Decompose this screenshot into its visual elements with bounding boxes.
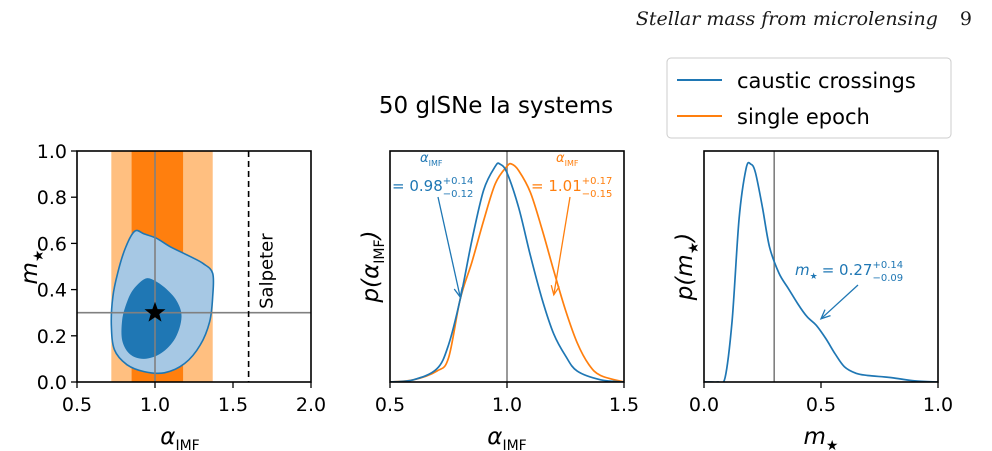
panel-c-arrow-shaft xyxy=(820,284,859,320)
figure-title: 50 glSNe Ia systems xyxy=(379,93,613,119)
panel-c-xlabel: m★ xyxy=(804,424,839,451)
panel-b-annot-caustic-symbol: αIMF xyxy=(420,151,443,168)
panel-c-annot-value-minus: −0.09 xyxy=(872,273,903,284)
panel-a-xtick-label-0: 0.5 xyxy=(62,394,92,416)
panel-c-plot-area xyxy=(704,151,938,382)
panel-b-annot-caustic-value-minus: −0.12 xyxy=(443,189,474,200)
panel-b-line-single-epoch xyxy=(390,162,624,382)
panel-b-annot-caustic-value-plus: +0.14 xyxy=(443,176,474,187)
panel-c-xtick-label-2: 1.0 xyxy=(923,394,953,416)
panel-b-annot-single-value-plus: +0.17 xyxy=(582,176,613,187)
panel-joint-posterior: Salpeter 0.5 1.0 1.5 2.0 0.0 0.2 0.4 0.6 0.8 1.0 αI… xyxy=(17,141,326,451)
legend: caustic crossings single epoch xyxy=(666,57,952,139)
panel-a-xtick-label-2: 1.5 xyxy=(218,394,248,416)
panel-a-ytick-label-0: 0.0 xyxy=(37,372,67,394)
panel-b-line-caustic-crossings xyxy=(390,162,624,382)
panel-c-ylabel: p(m★) xyxy=(672,233,702,302)
panel-b-arrow-single-head xyxy=(550,284,560,297)
panel-b-arrow-single-shaft xyxy=(553,196,571,295)
running-head: Stellar mass from microlensing 9 xyxy=(636,8,972,30)
panel-a-ytick-label-1: 0.2 xyxy=(37,326,67,348)
panel-a-plot-area xyxy=(77,151,311,382)
panel-c-xtick-label-1: 0.5 xyxy=(806,394,836,416)
panel-a-ytick-label-2: 0.4 xyxy=(37,280,67,302)
panel-b-xtick-label-1: 1.0 xyxy=(492,394,522,416)
panel-b-xtick-label-2: 1.5 xyxy=(609,394,639,416)
panel-c-annot-value: = 0.27 xyxy=(822,261,873,279)
panel-b-xtick-label-0: 0.5 xyxy=(375,394,405,416)
panel-a-ytick-label-5: 1.0 xyxy=(37,141,67,163)
panel-a-ylabel: m★ xyxy=(17,250,47,285)
panel-b-annot-single-symbol: αIMF xyxy=(556,151,579,168)
running-title: Stellar mass from microlensing xyxy=(635,8,938,30)
legend-label-single: single epoch xyxy=(737,105,870,129)
panel-c-line-caustic-crossings xyxy=(704,161,938,382)
panel-a-xtick-label-3: 2.0 xyxy=(296,394,326,416)
panel-a-ytick-label-3: 0.6 xyxy=(37,233,67,255)
panel-a-ytick-label-4: 0.8 xyxy=(37,187,67,209)
panel-b-annot-single-value: = 1.01 xyxy=(531,177,582,195)
panel-b-xlabel: αIMF xyxy=(487,424,526,451)
panel-a-xlabel: αIMF xyxy=(160,424,199,451)
panel-a-xtick-label-1: 1.0 xyxy=(140,394,170,416)
truth-star-icon xyxy=(144,301,166,322)
panel-c-annot-symbol: m★ xyxy=(795,261,818,282)
panel-c-xtick-label-0: 0.0 xyxy=(689,394,719,416)
panel-c-annot-value-plus: +0.14 xyxy=(872,260,903,271)
salpeter-label: Salpeter xyxy=(257,233,278,309)
panel-b-arrow-caustic-head xyxy=(453,287,463,299)
panel-a-frame xyxy=(76,150,312,383)
legend-frame xyxy=(666,57,952,139)
panel-mstar-posterior: 0.0 0.5 1.0m★p(m★)m★ = 0.27 +0.14−0.09 xyxy=(672,150,953,451)
panel-b-annot-single-value-minus: −0.15 xyxy=(582,189,613,200)
page-number: 9 xyxy=(959,8,972,30)
panel-b-ylabel: p(αIMF) xyxy=(358,231,388,304)
legend-label-caustic: caustic crossings xyxy=(737,69,916,93)
panel-b-annot-caustic-value: = 0.98 xyxy=(392,177,443,195)
panel-b-arrow-caustic-shaft xyxy=(437,196,461,298)
panel-b-plot-area xyxy=(390,151,624,382)
panel-c-arrow-head xyxy=(819,309,831,320)
panel-alpha-posterior: 0.5 1.0 1.5 αIMF p(αIMF) αIMF = 0.98 +0.14 −0.1… xyxy=(358,150,639,451)
